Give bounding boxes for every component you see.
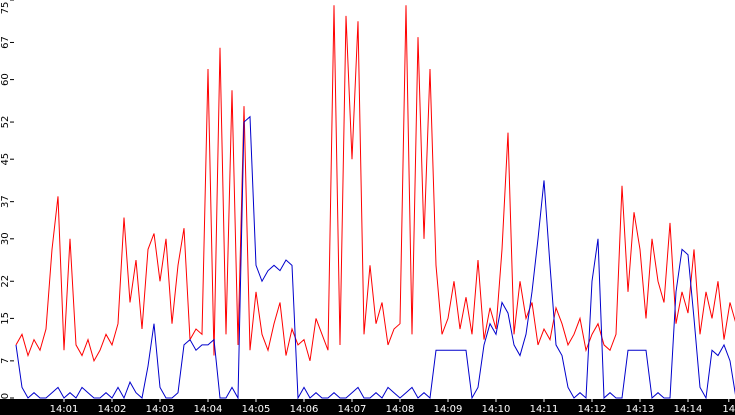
x-tick-label: 14:11 bbox=[530, 404, 559, 415]
x-tick-label: 14:10 bbox=[482, 404, 511, 415]
x-tick-label: 14:14 bbox=[674, 404, 703, 415]
series-line bbox=[15, 5, 735, 363]
x-tick-label: 14:02 bbox=[98, 404, 127, 415]
x-tick-label: 14:08 bbox=[386, 404, 415, 415]
y-tick-label: 22 bbox=[0, 275, 11, 288]
x-tick-label: 14:07 bbox=[338, 404, 367, 415]
x-tick-label: 14:05 bbox=[242, 404, 271, 415]
x-tick-label: 14:01 bbox=[50, 404, 79, 415]
y-tick-label: 45 bbox=[0, 153, 11, 166]
x-tick-label: 14:06 bbox=[290, 404, 319, 415]
x-tick-label: 14:04 bbox=[194, 404, 223, 415]
y-tick-label: 15 bbox=[0, 312, 11, 325]
x-tick-label: 14:13 bbox=[626, 404, 655, 415]
y-tick-label: 67 bbox=[0, 36, 11, 49]
x-axis-bar bbox=[0, 399, 735, 415]
series-line bbox=[15, 115, 735, 400]
x-tick-label: 14 bbox=[722, 404, 735, 415]
x-tick-label: 14:03 bbox=[146, 404, 175, 415]
y-tick-label: 52 bbox=[0, 116, 11, 129]
x-tick-label: 14:09 bbox=[434, 404, 463, 415]
y-tick-label: 37 bbox=[0, 195, 11, 208]
y-tick-label: 7 bbox=[0, 358, 11, 364]
y-tick-label: 0 bbox=[0, 393, 11, 399]
y-tick-label: 30 bbox=[0, 232, 11, 245]
x-tick-label: 14:12 bbox=[578, 404, 607, 415]
y-tick-label: 60 bbox=[0, 73, 11, 86]
y-tick-label: 75 bbox=[0, 2, 11, 15]
